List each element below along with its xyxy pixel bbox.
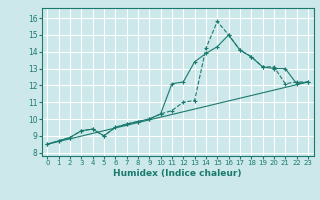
X-axis label: Humidex (Indice chaleur): Humidex (Indice chaleur) <box>113 169 242 178</box>
